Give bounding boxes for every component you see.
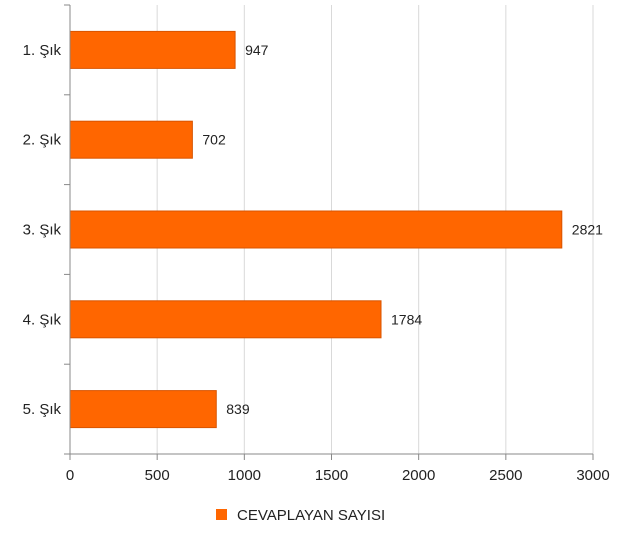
category-label: 4. Şık — [23, 311, 62, 328]
bar-4 — [69, 300, 382, 339]
bar-5 — [69, 390, 217, 429]
bar-3 — [69, 210, 563, 249]
x-tick-label: 1000 — [228, 467, 261, 484]
x-tick-label: 500 — [145, 467, 170, 484]
labels: 0 500 1000 1500 2000 2500 3000 1. Şık 947 2. Şık 7… — [23, 42, 610, 484]
x-tick-label: 1500 — [315, 467, 348, 484]
category-label: 2. Şık — [23, 132, 62, 149]
axes — [64, 4, 594, 460]
legend-label: CEVAPLAYAN SAYISI — [237, 507, 385, 524]
bar-2 — [69, 120, 193, 159]
legend: CEVAPLAYAN SAYISI — [216, 507, 385, 524]
x-tick-label: 0 — [66, 467, 74, 484]
category-label: 3. Şık — [23, 222, 62, 239]
data-label: 839 — [226, 401, 250, 417]
category-label: 1. Şık — [23, 42, 62, 59]
data-label: 2821 — [572, 222, 603, 238]
data-label: 702 — [202, 132, 226, 148]
bars — [69, 30, 563, 429]
bar-1 — [69, 30, 236, 69]
legend-swatch — [216, 509, 227, 520]
x-tick-label: 2500 — [489, 467, 522, 484]
data-label: 947 — [245, 42, 269, 58]
data-label: 1784 — [391, 311, 422, 327]
category-label: 5. Şık — [23, 401, 62, 418]
x-tick-label: 2000 — [402, 467, 435, 484]
x-tick-label: 3000 — [576, 467, 609, 484]
